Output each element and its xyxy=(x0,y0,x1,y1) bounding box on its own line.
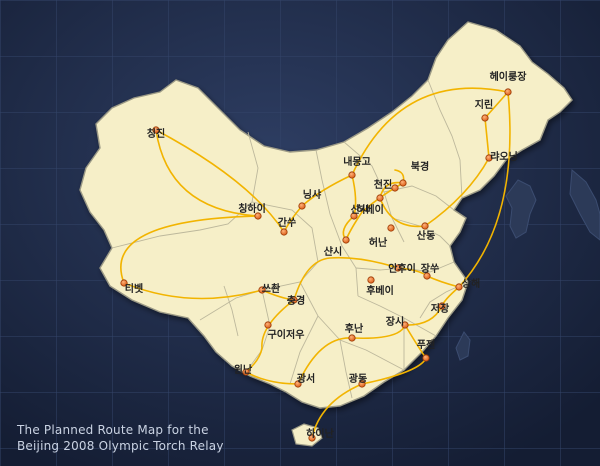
map-caption: The Planned Route Map for the Beijing 20… xyxy=(17,422,224,454)
marker-fujian xyxy=(422,354,430,362)
korea-peninsula xyxy=(505,179,537,239)
marker-hainan xyxy=(308,434,316,442)
label-gansu: 간쑤 xyxy=(278,216,296,229)
marker-anhui xyxy=(394,264,402,272)
label-hubei: 후베이 xyxy=(366,284,394,297)
route-segment xyxy=(458,91,511,288)
marker-henan xyxy=(387,224,395,232)
marker-heilongjiang xyxy=(504,88,512,96)
marker-ningxia xyxy=(298,202,306,210)
marker-jiangxi xyxy=(401,321,409,329)
marker-hubei xyxy=(367,276,375,284)
marker-jiangsu xyxy=(423,272,431,280)
route-segment xyxy=(351,87,509,176)
label-liaoning: 랴오닝 xyxy=(490,150,518,163)
marker-yunnan xyxy=(242,368,250,376)
label-henan: 허난 xyxy=(369,236,388,249)
label-jilin: 지린 xyxy=(475,98,493,111)
marker-xinjiang xyxy=(152,126,160,134)
marker-hebei xyxy=(376,194,384,202)
marker-shaanxi xyxy=(342,236,350,244)
province-markers xyxy=(120,88,512,442)
label-guizhou: 구이저우 xyxy=(268,328,305,341)
taiwan-island xyxy=(455,331,471,361)
label-hainan: 하이난 xyxy=(306,427,334,440)
label-shanghai: 상해 xyxy=(462,277,480,290)
marker-tibet xyxy=(120,279,128,287)
caption-line-1: The Planned Route Map for the xyxy=(17,423,209,437)
label-tianjin: 천진 xyxy=(374,178,392,191)
route-segment xyxy=(245,371,299,385)
label-neimenggu: 내몽고 xyxy=(343,155,371,168)
label-hebei: 허베이 xyxy=(356,203,384,216)
marker-neimenggu xyxy=(348,171,356,179)
marker-qinghai xyxy=(254,212,262,220)
label-tibet: 티벳 xyxy=(125,282,143,295)
china-mainland xyxy=(79,21,573,409)
marker-guangxi xyxy=(294,380,302,388)
route-segment xyxy=(120,215,259,284)
label-guangxi: 광서 xyxy=(297,372,315,385)
label-beijing: 북경 xyxy=(411,160,429,173)
label-yunnan: 윈난 xyxy=(234,363,253,376)
marker-tianjin xyxy=(391,184,399,192)
marker-zhejiang xyxy=(438,302,446,310)
marker-jilin xyxy=(481,114,489,122)
route-segment xyxy=(155,129,285,233)
route-segment xyxy=(311,383,363,439)
route-segment xyxy=(123,282,263,300)
marker-guizhou xyxy=(264,321,272,329)
marker-shanghai xyxy=(455,283,463,291)
route-segment xyxy=(155,129,259,217)
marker-beijing xyxy=(399,179,407,187)
marker-chongqing xyxy=(290,296,298,304)
marker-liaoning xyxy=(485,154,493,162)
route-segment xyxy=(245,299,295,373)
label-jiangxi: 장시 xyxy=(386,315,404,328)
label-qinghai: 칭하이 xyxy=(238,202,266,215)
label-hunan: 후난 xyxy=(345,322,364,335)
label-jiangsu: 장쑤 xyxy=(421,262,439,275)
marker-sichuan xyxy=(258,286,266,294)
label-zhejiang: 저장 xyxy=(431,302,450,315)
label-fujian: 푸젠 xyxy=(417,338,435,351)
label-ningxia: 닝샤 xyxy=(303,188,322,201)
marker-shanxi xyxy=(350,212,358,220)
caption-line-2: Beijing 2008 Olympic Torch Relay xyxy=(17,439,224,453)
label-chongqing: 충경 xyxy=(287,294,305,307)
label-shanxi: 산시 xyxy=(351,203,369,216)
label-guangdong: 광동 xyxy=(349,373,367,385)
label-xinjiang: 칭진 xyxy=(147,127,165,140)
label-shaanxi: 샨시 xyxy=(324,245,342,258)
marker-shandong xyxy=(421,222,429,230)
route-segment xyxy=(301,174,353,207)
route-segment xyxy=(424,157,490,227)
label-sichuan: 쓰촨 xyxy=(262,282,281,295)
label-anhui: 안후이 xyxy=(388,262,416,275)
route-segment xyxy=(379,169,426,228)
marker-hunan xyxy=(348,334,356,342)
route-segment xyxy=(297,337,353,385)
label-shandong: 산동 xyxy=(417,229,435,242)
route-segment xyxy=(345,182,404,241)
label-heilongjiang: 헤이룽장 xyxy=(490,70,528,83)
japan-islands xyxy=(569,168,600,241)
marker-guangdong xyxy=(358,380,366,388)
marker-gansu xyxy=(280,228,288,236)
route-segment xyxy=(293,256,399,301)
